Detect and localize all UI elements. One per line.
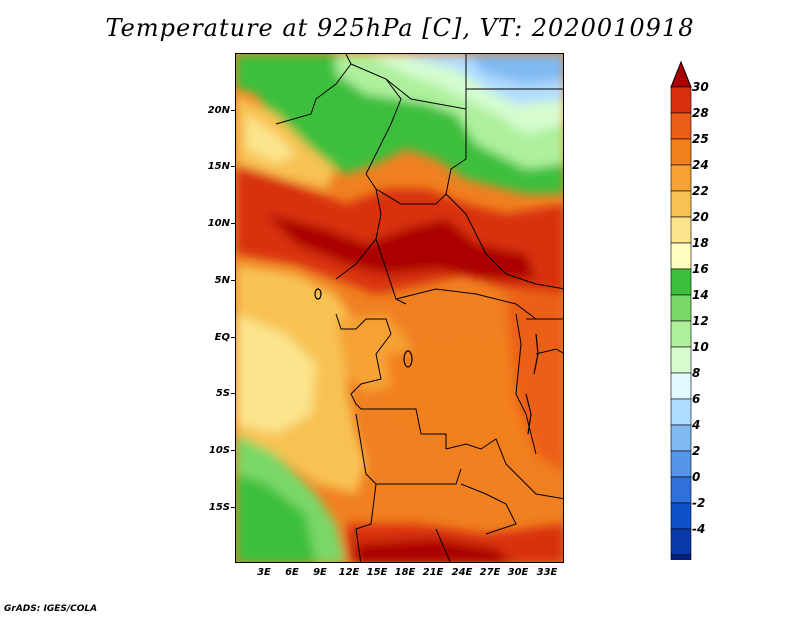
colorbar-label: 12 (692, 314, 709, 328)
colorbar-label: 30 (692, 80, 709, 94)
temperature-field (236, 54, 563, 562)
colorbar-label: 20 (692, 210, 709, 224)
x-label-30e: 30E (507, 567, 529, 578)
y-tick (231, 166, 235, 167)
colorbar-bin (670, 424, 692, 452)
y-label-10n: 10N (207, 218, 230, 229)
x-label-6e: 6E (285, 567, 299, 578)
colorbar-label: 8 (692, 366, 701, 380)
colorbar-label: -4 (692, 522, 706, 536)
colorbar-bin (670, 86, 692, 114)
colorbar-bin (670, 450, 692, 478)
y-tick (231, 450, 235, 451)
colorbar-bin (670, 268, 692, 296)
colorbar-label: 6 (692, 392, 701, 406)
x-label-27e: 27E (479, 567, 501, 578)
x-label-12e: 12E (338, 567, 360, 578)
colorbar (670, 60, 692, 560)
colorbar-bin (670, 502, 692, 530)
colorbar-label: 2 (692, 444, 701, 458)
colorbar-bin (670, 112, 692, 140)
y-label-5n: 5N (214, 275, 230, 286)
colorbar-label: -2 (692, 496, 706, 510)
colorbar-bin (670, 138, 692, 166)
colorbar-label: 0 (692, 470, 701, 484)
map-title: Temperature at 925hPa [C], VT: 202001091… (105, 14, 695, 42)
x-label-15e: 15E (366, 567, 388, 578)
colorbar-top-arrow (670, 60, 692, 88)
colorbar-bin (670, 372, 692, 400)
colorbar-label: 10 (692, 340, 709, 354)
y-tick (231, 393, 235, 394)
colorbar-bin (670, 528, 692, 556)
y-tick (231, 280, 235, 281)
colorbar-bin (670, 398, 692, 426)
y-label-10s: 10S (208, 445, 230, 456)
colorbar-label: 18 (692, 236, 709, 250)
y-label-15n: 15N (207, 161, 230, 172)
x-label-33e: 33E (536, 567, 558, 578)
x-label-9e: 9E (313, 567, 327, 578)
y-label-20n: 20N (207, 105, 230, 116)
y-tick (231, 223, 235, 224)
colorbar-bin (670, 320, 692, 348)
colorbar-bin (670, 164, 692, 192)
colorbar-label: 24 (692, 158, 709, 172)
colorbar-bin (670, 216, 692, 244)
y-label-15s: 15S (208, 502, 230, 513)
map-area[interactable] (235, 53, 564, 563)
colorbar-label: 28 (692, 106, 709, 120)
colorbar-label: 4 (692, 418, 701, 432)
y-tick (231, 337, 235, 338)
y-tick (231, 507, 235, 508)
colorbar-label: 22 (692, 184, 709, 198)
x-label-24e: 24E (451, 567, 473, 578)
y-label-eq: EQ (214, 332, 230, 343)
y-tick (231, 110, 235, 111)
y-label-5s: 5S (215, 388, 230, 399)
x-label-21e: 21E (422, 567, 444, 578)
colorbar-label: 25 (692, 132, 709, 146)
colorbar-bin (670, 476, 692, 504)
colorbar-bin (670, 242, 692, 270)
x-label-3e: 3E (257, 567, 271, 578)
colorbar-label: 14 (692, 288, 709, 302)
credit-text: GrADS: IGES/COLA (4, 604, 98, 614)
colorbar-label: 16 (692, 262, 709, 276)
colorbar-bin (670, 554, 692, 560)
colorbar-bin (670, 294, 692, 322)
x-label-18e: 18E (394, 567, 416, 578)
colorbar-bin (670, 190, 692, 218)
colorbar-bin (670, 346, 692, 374)
